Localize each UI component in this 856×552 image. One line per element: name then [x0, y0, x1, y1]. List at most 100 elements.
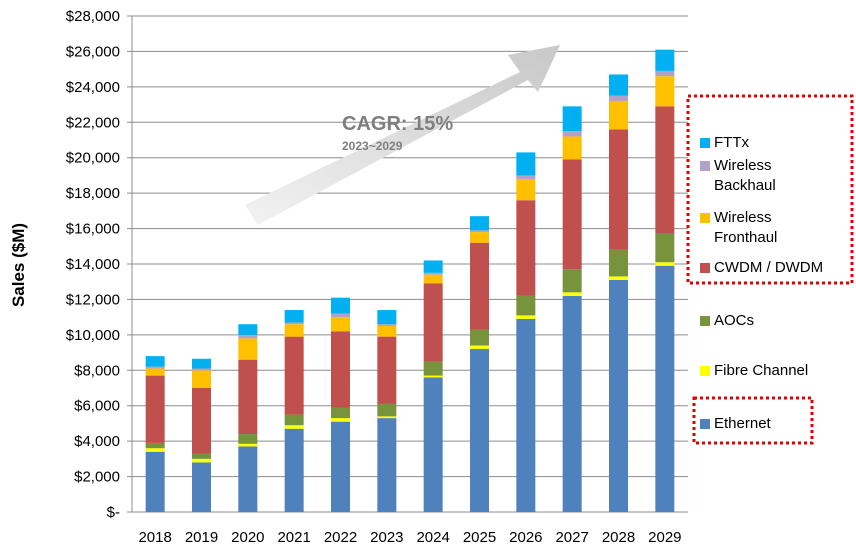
bar-segment	[562, 136, 582, 160]
bar-segment	[377, 418, 397, 512]
x-tick-label: 2028	[602, 529, 635, 546]
legend-swatch	[700, 366, 710, 376]
x-tick-label: 2021	[277, 529, 310, 546]
bar-segment	[470, 232, 489, 243]
bar-segment	[423, 361, 443, 376]
bars	[145, 49, 675, 512]
highlight-box	[692, 396, 814, 445]
bar-segment	[192, 370, 211, 388]
x-tick-label: 2027	[555, 529, 588, 546]
bar-segment	[331, 317, 350, 332]
bar-segment	[238, 338, 258, 360]
legend-label: Wireless Backhaul	[714, 157, 776, 194]
bar-segment	[145, 368, 165, 376]
bar-segment	[238, 443, 258, 447]
bar-segment	[470, 242, 489, 330]
x-tick-label: 2029	[648, 529, 681, 546]
y-axis-title: Sales ($M)	[9, 223, 28, 307]
bar-segment	[470, 345, 489, 350]
bar-segment	[238, 446, 258, 512]
x-tick-label: 2024	[416, 529, 449, 546]
bar-segment	[470, 329, 489, 346]
bar-segment	[192, 462, 211, 512]
bar-segment	[562, 269, 582, 293]
bar-segment	[516, 295, 536, 316]
bar-segment	[145, 366, 165, 369]
y-tick-label: $20,000	[66, 150, 120, 167]
bar-segment	[423, 377, 443, 512]
bar-segment	[284, 428, 304, 512]
bar-segment	[609, 101, 628, 130]
bar-segment	[655, 76, 675, 107]
y-tick-label: $8,000	[74, 362, 120, 379]
y-tick-label: $2,000	[74, 469, 120, 486]
growth-arrow	[245, 45, 560, 225]
bar-segment	[423, 283, 443, 362]
bar-segment	[470, 230, 489, 233]
legend-swatch	[700, 138, 710, 148]
legend-label: Fibre Channel	[714, 362, 809, 379]
grid	[127, 15, 688, 513]
bar-segment	[609, 279, 628, 512]
legend-swatch	[700, 161, 710, 171]
bar-segment	[331, 313, 350, 318]
bar-segment	[238, 334, 258, 339]
bar-segment	[284, 414, 304, 426]
x-tick-label: 2019	[185, 529, 218, 546]
bar-segment	[377, 336, 397, 404]
bar-segment	[238, 434, 258, 444]
x-tick-label: 2026	[509, 529, 542, 546]
bar-segment	[238, 324, 258, 335]
bar-segment	[470, 349, 489, 512]
y-tick-label: $14,000	[66, 256, 120, 273]
bar-segment	[331, 418, 350, 422]
bar-segment	[192, 388, 211, 454]
bar-segment	[377, 403, 397, 417]
bar-segment	[609, 95, 628, 102]
bar-segment	[516, 318, 536, 512]
x-tick-label: 2020	[231, 529, 264, 546]
bar-segment	[655, 233, 675, 263]
bar-segment	[562, 106, 582, 132]
annotation: 2023~2029	[342, 139, 403, 153]
bar-segment	[192, 458, 211, 463]
y-tick-label: $26,000	[66, 43, 120, 60]
legend-swatch	[700, 263, 710, 273]
bar-segment	[331, 331, 350, 408]
bar-segment	[377, 310, 397, 325]
bar-segment	[331, 421, 350, 512]
bar-segment	[655, 106, 675, 234]
bar-segment	[655, 265, 675, 512]
bar-segment	[423, 272, 443, 275]
y-tick-label: $-	[107, 504, 120, 521]
y-tick-label: $12,000	[66, 291, 120, 308]
bar-segment	[423, 260, 443, 273]
bar-segment	[145, 448, 165, 452]
highlight-box	[686, 94, 854, 285]
bar-segment	[238, 359, 258, 435]
bar-segment	[377, 416, 397, 419]
bar-segment	[377, 324, 397, 326]
y-tick-label: $24,000	[66, 79, 120, 96]
legend-label: CWDM / DWDM	[714, 259, 824, 276]
bar-segment	[516, 175, 536, 179]
bar-segment	[562, 295, 582, 512]
y-tick-label: $22,000	[66, 114, 120, 131]
y-tick-label: $10,000	[66, 327, 120, 344]
bar-segment	[655, 49, 675, 71]
bar-segment	[423, 375, 443, 378]
bar-segment	[562, 292, 582, 296]
legend-label: Wireless Fronthaul	[714, 209, 778, 246]
annotation: CAGR: 15%	[342, 113, 453, 135]
bar-segment	[609, 249, 628, 277]
bar-segment	[423, 274, 443, 284]
bar-segment	[516, 315, 536, 319]
bar-segment	[192, 368, 211, 371]
bar-segment	[609, 276, 628, 280]
bar-segment	[284, 336, 304, 415]
y-tick-label: $4,000	[74, 433, 120, 450]
bar-segment	[562, 131, 582, 137]
legend-swatch	[700, 213, 710, 223]
x-tick-label: 2023	[370, 529, 403, 546]
